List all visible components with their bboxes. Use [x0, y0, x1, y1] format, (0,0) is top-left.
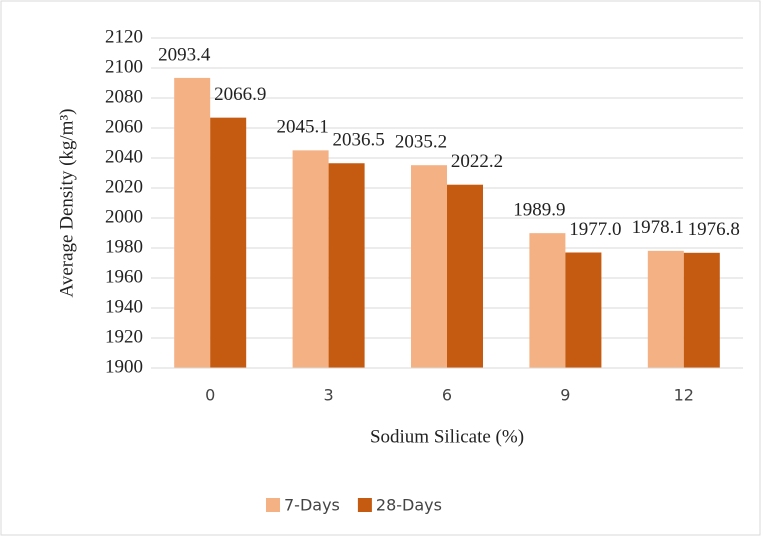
bar — [683, 252, 720, 368]
legend-swatch — [266, 498, 280, 512]
x-tick-label: 0 — [205, 386, 215, 405]
data-label: 2035.2 — [395, 132, 447, 153]
y-tick-label: 2040 — [105, 146, 143, 167]
bar — [447, 184, 483, 368]
legend-label: 28-Days — [376, 496, 442, 515]
y-tick-label: 1940 — [105, 296, 143, 317]
data-label: 2066.9 — [214, 84, 266, 105]
data-label: 2045.1 — [276, 117, 328, 138]
y-tick-label: 2060 — [105, 116, 143, 137]
y-tick-label: 2100 — [105, 56, 143, 77]
legend-label: 7-Days — [284, 496, 340, 515]
y-tick-label: 1960 — [105, 266, 143, 287]
data-label: 2022.2 — [451, 151, 503, 172]
x-axis-label: Sodium Silicate (%) — [370, 426, 524, 447]
y-tick-label: 2080 — [105, 86, 143, 107]
bar — [210, 117, 247, 369]
bar — [328, 163, 365, 368]
data-label: 1977.0 — [569, 219, 621, 240]
x-tick-label: 9 — [560, 386, 570, 405]
y-tick-label: 1980 — [105, 236, 143, 257]
bar — [647, 250, 684, 368]
y-tick-label: 2120 — [105, 26, 143, 47]
x-tick-label: 3 — [324, 386, 334, 405]
x-tick-label: 6 — [442, 386, 452, 405]
bar — [292, 150, 329, 368]
data-label: 1989.9 — [513, 200, 565, 221]
data-label: 1978.1 — [632, 217, 684, 238]
bar — [565, 252, 602, 368]
data-label: 1976.8 — [688, 219, 740, 240]
y-tick-label: 1920 — [105, 326, 143, 347]
bar — [174, 77, 211, 369]
y-tick-label: 2000 — [105, 206, 143, 227]
bar — [529, 233, 566, 368]
y-tick-label: 1900 — [105, 356, 143, 377]
legend-swatch — [357, 498, 372, 512]
data-label: 2036.5 — [332, 130, 384, 151]
x-tick-label: 12 — [674, 386, 694, 405]
bar — [411, 165, 447, 368]
y-axis-label: Average Density (kg/m³) — [56, 109, 77, 298]
y-tick-label: 2020 — [105, 176, 143, 197]
data-label: 2093.4 — [158, 44, 211, 65]
